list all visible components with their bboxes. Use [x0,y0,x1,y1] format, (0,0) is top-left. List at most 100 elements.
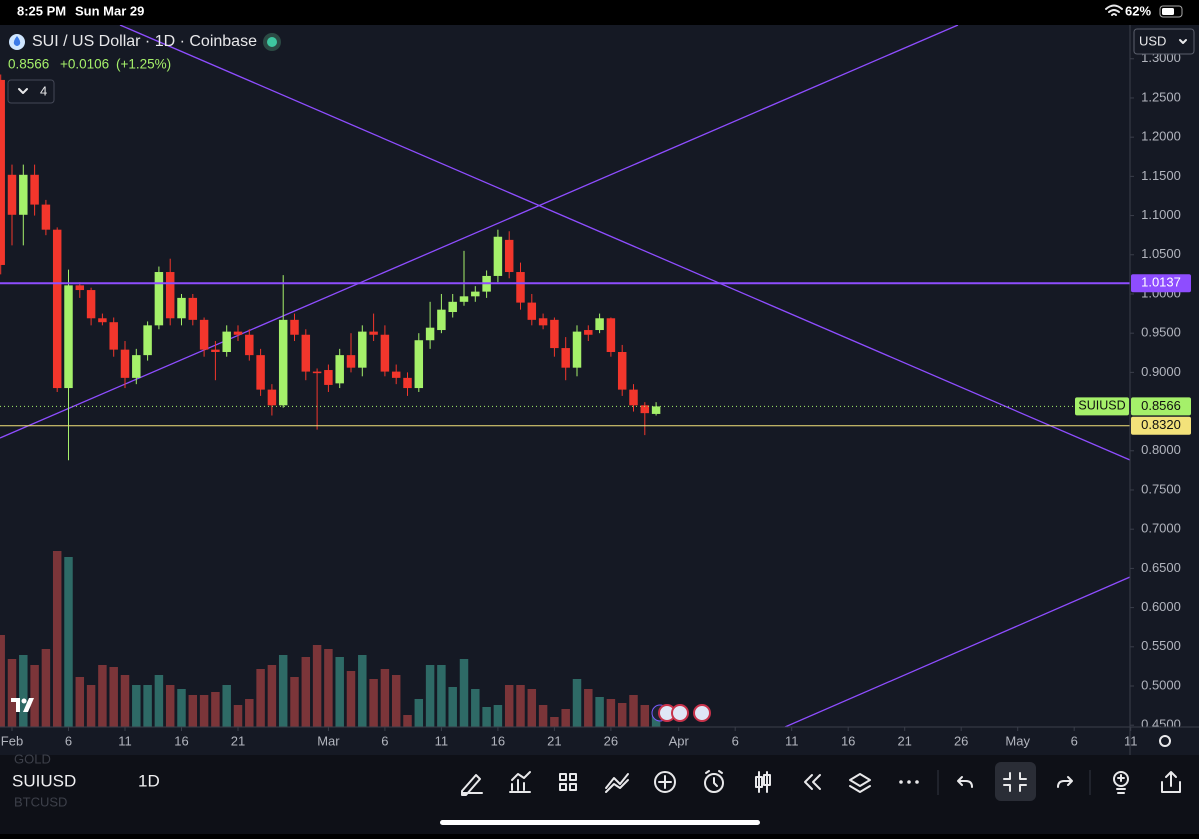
more-tool[interactable] [899,780,903,784]
compare-tool[interactable] [605,773,629,793]
share-icon[interactable] [1161,771,1181,793]
volume-bar [109,667,118,727]
volume-bar [154,675,164,727]
fullscreen-button[interactable] [995,762,1036,801]
y-tick-label: 0.6500 [1141,560,1181,575]
symbol-tag [1075,397,1129,416]
layers-tool[interactable] [849,773,871,793]
candle-body [0,79,5,265]
candle-body [335,355,344,384]
event-marker[interactable] [671,704,689,722]
price-tag [1131,416,1191,435]
price-tag-label: 0.8320 [1141,417,1181,432]
candle-body [41,204,51,230]
y-tick-label: 1.1500 [1141,168,1181,183]
y-tick-label: 0.8000 [1141,442,1181,457]
y-tick-label: 1.0500 [1141,246,1181,261]
x-tick-label: 11 [118,733,132,748]
volume-bar [538,705,548,727]
watchlist-item[interactable]: GOLD [14,751,51,766]
volume-bar [391,675,401,727]
candle-body [448,301,457,313]
candle-body [629,389,638,406]
candle-body [617,351,627,390]
settings-icon[interactable] [1159,735,1171,747]
volume-bar [290,677,299,727]
undo[interactable] [957,776,973,788]
x-tick-label: 21 [547,733,561,748]
price-change-pct: (+1.25%) [116,57,171,72]
currency-select[interactable] [1133,28,1195,55]
candle-body [561,348,570,368]
trend-line [119,25,1130,461]
price-tag [1131,274,1191,293]
y-tick-label: 0.6000 [1141,599,1181,614]
x-tick-label: 21 [231,733,245,748]
candle-body [64,285,73,389]
last-price: 0.8566 [8,57,49,72]
replay-tool[interactable] [804,774,821,790]
candle-body [245,334,254,356]
volume-bar [459,659,469,727]
volume-bar [403,715,412,727]
add-tool[interactable] [658,775,672,789]
ideas-icon[interactable] [1113,771,1129,787]
logo [11,698,34,712]
watchlist-item[interactable]: SUIUSD [12,771,76,790]
candle-body [538,318,548,326]
volume-bar [177,689,186,727]
draw-tool[interactable] [461,774,483,796]
x-tick-label: 26 [604,733,618,748]
volume-bar [437,665,446,727]
x-tick-label: 11 [435,733,449,748]
candle-body [75,285,85,291]
chevron [18,88,28,94]
chart-type-tool[interactable] [755,771,771,793]
event-marker[interactable] [693,704,711,722]
candle-body [301,334,311,372]
candle-body [572,331,582,368]
alert-tool[interactable] [705,770,723,787]
volume-bar [414,699,424,727]
more-tool[interactable] [907,780,911,784]
candle-body [7,174,17,215]
ideas-icon[interactable] [1116,774,1126,794]
volume-bar [324,649,333,727]
watchlist-item[interactable]: BTCUSD [14,794,67,809]
candle-body [165,272,175,319]
volume-bar [188,695,198,727]
redo[interactable] [1057,776,1073,788]
x-tick-label: 6 [732,733,739,748]
candle-body [52,229,62,389]
time-axis: Feb 6 11 16 21 Mar 6 11 16 21 26 Apr 6 11 16 21 26 May 6 11 [1,727,1137,748]
volume-bar [606,699,616,727]
x-tick-label: Feb [1,733,23,748]
candle-body [233,331,243,335]
candle-body [425,327,435,341]
volume-bar [527,689,537,727]
collapse-button[interactable] [7,79,55,104]
candle-body [471,291,480,297]
x-tick-label: 6 [65,733,72,748]
candle-body [391,371,401,378]
alert-tool[interactable] [704,773,724,793]
volume-bar [335,657,344,727]
y-tick-label: 1.2500 [1141,89,1181,104]
symbol-title[interactable]: SUI / US Dollar · 1D · Coinbase [32,33,257,50]
candle-body [516,272,525,303]
add-tool[interactable] [654,771,676,793]
volume-bar [211,692,220,727]
interval[interactable]: 1D [138,771,160,790]
volume-bar [493,705,503,727]
more-tool[interactable] [915,780,919,784]
y-tick-label: 0.4500 [1141,717,1181,732]
x-tick-label: 16 [174,733,188,748]
candle-body [651,406,661,414]
logo [21,698,27,704]
x-tick-label: 16 [841,733,855,748]
templates-tool[interactable] [559,773,577,791]
indicators-tool[interactable] [509,771,531,793]
volume-bar [52,551,62,727]
volume-bar [0,635,5,727]
volume-bar [278,655,288,727]
